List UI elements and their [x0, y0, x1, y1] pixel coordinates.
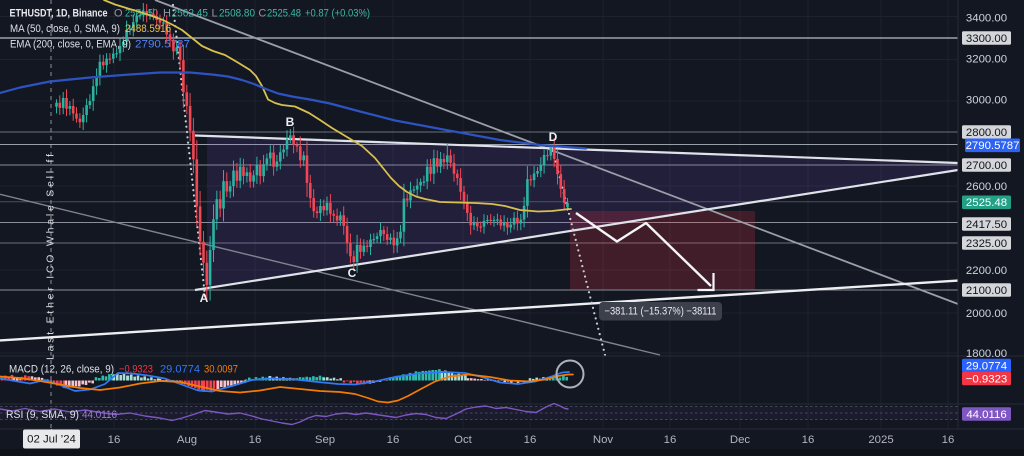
- svg-text:3300.00: 3300.00: [966, 33, 1007, 45]
- svg-text:1800.00: 1800.00: [966, 348, 1007, 360]
- svg-text:C: C: [258, 8, 266, 20]
- svg-text:2508.80: 2508.80: [219, 8, 255, 20]
- svg-text:Last Ether ICO Whale Sell ff: Last Ether ICO Whale Sell ff: [45, 154, 57, 360]
- svg-text:2700.00: 2700.00: [966, 160, 1007, 172]
- svg-text:29.0774: 29.0774: [160, 364, 200, 376]
- svg-text:3400.00: 3400.00: [966, 12, 1007, 24]
- svg-text:2025: 2025: [868, 434, 893, 446]
- svg-text:16: 16: [108, 434, 121, 446]
- svg-text:+0.87 (+0.03%): +0.87 (+0.03%): [305, 8, 370, 20]
- svg-text:−0.9323: −0.9323: [966, 373, 1008, 385]
- svg-text:C: C: [348, 266, 357, 280]
- svg-text:Nov: Nov: [593, 434, 614, 446]
- svg-text:3000.00: 3000.00: [966, 94, 1007, 106]
- svg-text:MA (50, close, 0, SMA, 9): MA (50, close, 0, SMA, 9): [10, 23, 120, 35]
- svg-text:2417.50: 2417.50: [966, 219, 1007, 231]
- svg-text:44.0116: 44.0116: [82, 409, 117, 421]
- svg-text:44.0116: 44.0116: [966, 409, 1006, 421]
- svg-text:2325.00: 2325.00: [966, 238, 1007, 250]
- svg-text:2525.48: 2525.48: [267, 8, 301, 20]
- svg-text:MACD (12, 26, close, 9): MACD (12, 26, close, 9): [9, 364, 114, 376]
- svg-text:Sep: Sep: [315, 434, 335, 446]
- svg-text:H: H: [163, 8, 171, 20]
- svg-text:A: A: [200, 291, 209, 305]
- svg-text:02 Jul ’24: 02 Jul ’24: [27, 434, 76, 446]
- svg-text:2790.5787: 2790.5787: [966, 140, 1020, 152]
- svg-text:2100.00: 2100.00: [966, 285, 1007, 297]
- svg-text:16: 16: [664, 434, 677, 446]
- svg-text:B: B: [286, 115, 295, 129]
- svg-text:2562.45: 2562.45: [172, 8, 209, 20]
- svg-text:2790.5787: 2790.5787: [135, 39, 190, 51]
- svg-text:30.0097: 30.0097: [204, 364, 238, 376]
- svg-text:16: 16: [524, 434, 537, 446]
- svg-text:RSI (9, SMA, 9): RSI (9, SMA, 9): [6, 409, 79, 421]
- svg-text:2200.00: 2200.00: [966, 265, 1007, 277]
- svg-text:2600.00: 2600.00: [966, 181, 1007, 193]
- svg-text:16: 16: [802, 434, 815, 446]
- svg-text:Aug: Aug: [177, 434, 197, 446]
- svg-text:Oct: Oct: [454, 434, 473, 446]
- svg-text:16: 16: [942, 434, 955, 446]
- svg-text:EMA (200, close, 0, EMA, 9): EMA (200, close, 0, EMA, 9): [10, 39, 131, 51]
- svg-text:3200.00: 3200.00: [966, 53, 1007, 65]
- svg-text:2488.5916: 2488.5916: [125, 23, 171, 35]
- svg-text:16: 16: [387, 434, 400, 446]
- svg-text:O: O: [114, 8, 123, 20]
- svg-text:16: 16: [249, 434, 262, 446]
- svg-text:−381.11 (−15.37%) −38111: −381.11 (−15.37%) −38111: [605, 306, 717, 318]
- svg-text:2525.48: 2525.48: [966, 197, 1007, 209]
- svg-text:2800.00: 2800.00: [966, 127, 1007, 139]
- svg-text:−0.9323: −0.9323: [119, 364, 153, 376]
- svg-text:ETHUSDT, 1D, Binance: ETHUSDT, 1D, Binance: [10, 8, 108, 20]
- svg-text:29.0774: 29.0774: [966, 360, 1007, 372]
- svg-text:D: D: [549, 130, 558, 144]
- svg-text:2000.00: 2000.00: [966, 308, 1007, 320]
- svg-text:Dec: Dec: [730, 434, 751, 446]
- svg-text:L: L: [212, 8, 218, 20]
